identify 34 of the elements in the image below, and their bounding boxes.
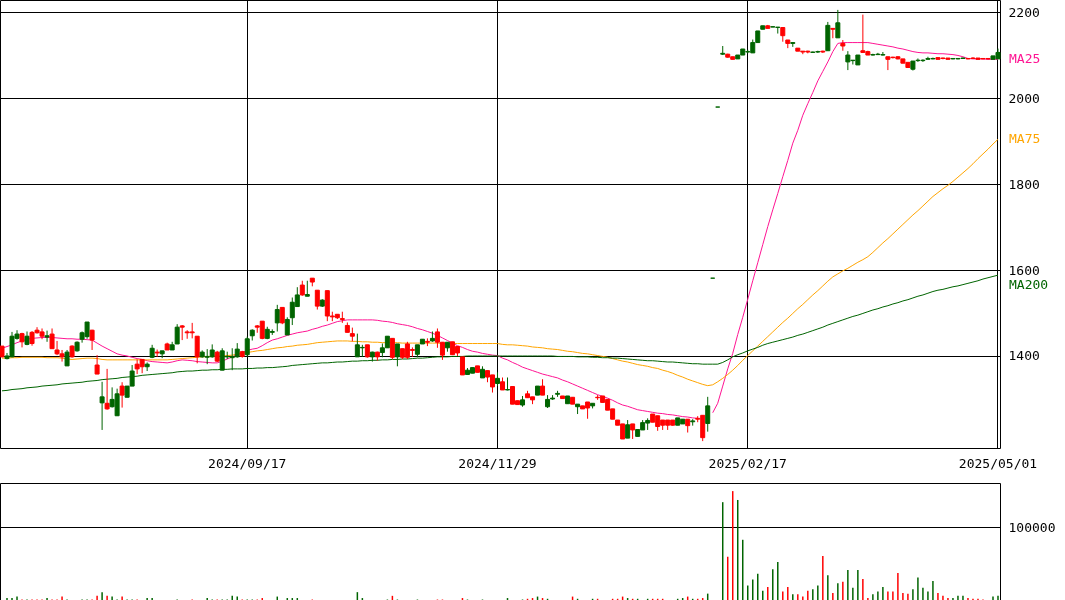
candlestick [274, 304, 280, 332]
candlestick [144, 361, 150, 372]
y-tick-label: 2000 [1008, 90, 1040, 106]
candlestick [314, 289, 320, 311]
candlestick [104, 368, 110, 411]
y-tick-label: 1600 [1008, 262, 1040, 278]
line-series [1, 274, 999, 392]
candlestick [835, 9, 841, 39]
candlestick [44, 330, 50, 343]
candlestick [389, 337, 395, 360]
y-tick-label: 1800 [1008, 176, 1040, 192]
candlestick [394, 343, 400, 367]
x-tick-label: 2024/11/29 [458, 455, 537, 471]
candlestick [625, 419, 631, 439]
candlestick [885, 56, 891, 71]
x-tick-label: 2025/05/01 [958, 455, 1038, 471]
candlestick [94, 354, 100, 375]
x-tick-label: 2024/09/17 [208, 455, 287, 471]
series-label: MA75 [1009, 131, 1041, 147]
candlestick [119, 381, 125, 409]
candlestick [845, 50, 851, 71]
candlestick [99, 381, 105, 431]
y-tick-label: 2200 [1008, 4, 1040, 20]
candlestick [705, 396, 711, 433]
candlestick [244, 336, 250, 358]
line-series [1, 138, 999, 387]
candlestick [505, 376, 511, 391]
candlestick [459, 356, 465, 376]
candlestick [194, 335, 200, 364]
y-tick-label: 1400 [1008, 348, 1040, 364]
x-tick-label: 2025/02/17 [708, 455, 787, 471]
y-tick-label: 100000 [1008, 519, 1056, 535]
series-label: MA200 [1009, 277, 1049, 292]
series-label: MA25 [1009, 51, 1041, 67]
